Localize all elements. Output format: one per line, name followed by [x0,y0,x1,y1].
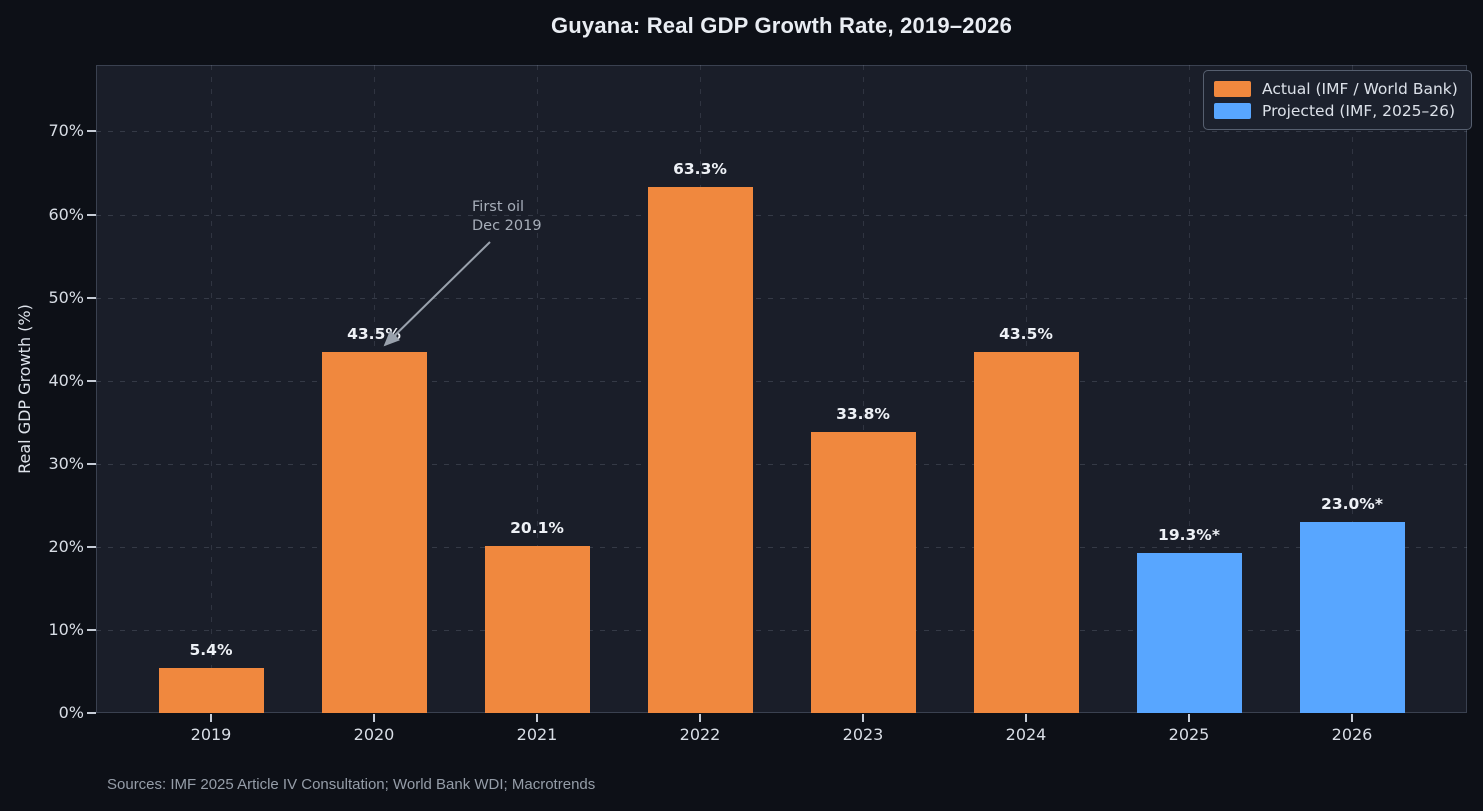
y-tick-label: 60% [48,205,84,224]
bar-value-label: 5.4% [189,641,233,659]
annotation-line-1: First oil [472,199,525,215]
gridline-horizontal [96,131,1467,132]
x-tick-label: 2019 [190,725,232,744]
gridline-horizontal [96,547,1467,548]
gridline-vertical [1189,65,1190,713]
bar-value-label: 63.3% [673,160,727,178]
y-tick-label: 10% [48,620,84,639]
y-tick-mark [87,297,96,299]
gridline-vertical [863,65,864,713]
y-tick-mark [87,546,96,548]
annotation-text: First oil Dec 2019 [472,198,542,236]
y-tick-label: 20% [48,537,84,556]
chart-title: Guyana: Real GDP Growth Rate, 2019–2026 [550,13,1013,38]
bar-2019 [159,668,264,713]
bar-2021 [485,546,590,713]
bar-value-label: 23.0%* [1321,495,1383,513]
bar-2025 [1137,553,1242,713]
y-tick-label: 40% [48,371,84,390]
bar-value-label: 19.3%* [1158,526,1220,544]
x-tick-mark [1351,714,1353,722]
gridline-vertical [537,65,538,713]
bar-2024 [974,352,1079,713]
legend-row: Projected (IMF, 2025–26) [1214,100,1458,122]
gridline-horizontal [96,298,1467,299]
x-tick-mark [1025,714,1027,722]
bar-value-label: 43.5% [999,325,1053,343]
y-tick-label: 50% [48,288,84,307]
bar-value-label: 20.1% [510,519,564,537]
y-tick-label: 70% [48,121,84,140]
x-tick-mark [1188,714,1190,722]
y-tick-label: 0% [58,703,84,722]
legend-label: Actual (IMF / World Bank) [1262,80,1458,98]
x-tick-mark [862,714,864,722]
x-tick-label: 2026 [1331,725,1373,744]
y-tick-mark [87,214,96,216]
gridline-horizontal [96,464,1467,465]
legend-swatch-icon [1214,103,1251,119]
x-tick-label: 2023 [842,725,884,744]
bar-2023 [811,432,916,713]
x-tick-label: 2024 [1005,725,1047,744]
bar-2020 [322,352,427,713]
annotation-line-2: Dec 2019 [472,218,542,234]
x-tick-label: 2020 [353,725,395,744]
x-tick-mark [373,714,375,722]
legend-swatch-icon [1214,81,1251,97]
y-tick-label: 30% [48,454,84,473]
source-note: Sources: IMF 2025 Article IV Consultatio… [107,776,596,793]
gridline-vertical [211,65,212,713]
gridline-vertical [1352,65,1353,713]
bar-value-label: 33.8% [836,405,890,423]
bar-2026 [1300,522,1405,713]
gridline-horizontal [96,630,1467,631]
x-tick-mark [699,714,701,722]
legend: Actual (IMF / World Bank) Projected (IMF,… [1203,70,1472,130]
y-tick-mark [87,380,96,382]
legend-label: Projected (IMF, 2025–26) [1262,102,1456,120]
gridline-horizontal [96,215,1467,216]
x-tick-label: 2022 [679,725,721,744]
annotation-arrow-icon [383,241,491,347]
x-tick-label: 2025 [1168,725,1210,744]
y-tick-mark [87,712,96,714]
gridline-horizontal [96,381,1467,382]
x-tick-label: 2021 [516,725,558,744]
y-tick-mark [87,463,96,465]
y-tick-mark [87,130,96,132]
legend-row: Actual (IMF / World Bank) [1214,78,1458,100]
x-tick-mark [210,714,212,722]
bar-2022 [648,187,753,713]
x-tick-mark [536,714,538,722]
y-tick-mark [87,629,96,631]
